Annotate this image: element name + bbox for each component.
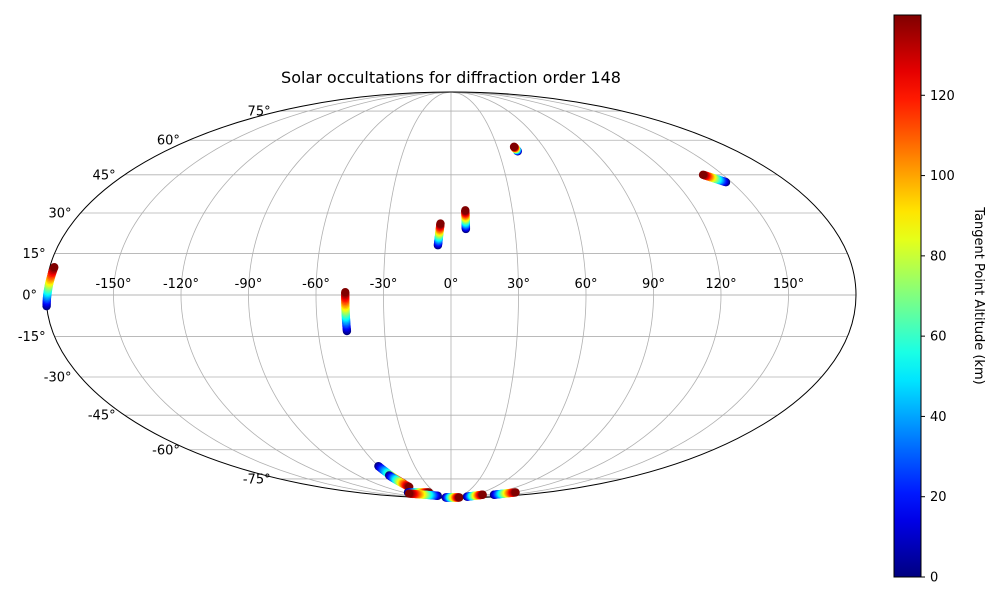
- colorbar-tick-label: 40: [930, 410, 947, 425]
- colorbar-tick-label: 80: [930, 249, 947, 264]
- longitude-tick-labels: -150° -120° -90° -60° -30° 0° 30° 60° 90° 120° 150…: [95, 277, 804, 292]
- occultation-points: [42, 142, 731, 502]
- occultation-point: [436, 219, 445, 228]
- longitude-tick-label: 120°: [705, 277, 736, 292]
- longitude-tick-label: 90°: [642, 277, 665, 292]
- colorbar-ticks: 0 20 40 60 80 100 120: [921, 89, 955, 586]
- longitude-tick-label: -60°: [302, 277, 330, 292]
- meridian-gridline: [383, 91, 452, 499]
- chart-title: Solar occultations for diffraction order…: [281, 68, 621, 87]
- latitude-tick-label: -75°: [243, 472, 271, 487]
- occultation-point: [698, 170, 708, 180]
- latitude-tick-label: -15°: [18, 330, 46, 345]
- latitude-tick-label: 60°: [157, 134, 180, 149]
- latitude-tick-label: -45°: [88, 409, 116, 424]
- meridian-gridline: [450, 91, 789, 499]
- meridian-gridline: [248, 91, 452, 499]
- longitude-tick-label: 60°: [574, 277, 597, 292]
- latitude-tick-label: 45°: [93, 168, 116, 183]
- colorbar-tick-label: 20: [930, 490, 947, 505]
- colorbar-tick-label: 60: [930, 330, 947, 345]
- occultation-point: [478, 490, 487, 499]
- occultation-point: [455, 493, 464, 502]
- latitude-tick-label: 30°: [48, 207, 71, 222]
- colorbar-tick-label: 0: [930, 571, 938, 586]
- meridian-gridline: [113, 91, 452, 499]
- occultation-point: [50, 263, 59, 272]
- colorbar-label: Tangent Point Altitude (km): [971, 206, 986, 384]
- colorbar: [893, 14, 922, 578]
- occultation-point: [511, 488, 520, 497]
- longitude-tick-label: -150°: [95, 277, 131, 292]
- latitude-tick-label: 75°: [248, 105, 271, 120]
- occultation-point: [404, 489, 414, 498]
- meridian-gridline: [450, 91, 519, 499]
- meridian-gridline: [450, 91, 722, 499]
- longitude-tick-label: -90°: [235, 277, 263, 292]
- latitude-tick-labels: -75° -60° -45° -30° -15° 0° 15° 30° 45° 60° 75°: [18, 105, 271, 488]
- longitude-tick-label: 150°: [773, 277, 804, 292]
- latitude-tick-label: 15°: [23, 247, 46, 262]
- longitude-tick-label: 0°: [444, 277, 459, 292]
- meridian-gridline: [180, 91, 452, 499]
- colorbar-tick-label: 120: [930, 89, 955, 104]
- latitude-tick-label: -60°: [152, 443, 180, 458]
- occultation-point: [341, 288, 350, 297]
- colorbar-tick-label: 100: [930, 169, 955, 184]
- occultation-point: [509, 142, 519, 151]
- latitude-tick-label: 0°: [22, 289, 37, 304]
- longitude-tick-label: 30°: [507, 277, 530, 292]
- latitude-tick-label: -30°: [44, 371, 72, 386]
- graticule: [46, 91, 856, 499]
- meridian-gridline: [315, 91, 452, 499]
- longitude-tick-label: -120°: [163, 277, 199, 292]
- meridian-gridline: [450, 91, 654, 499]
- meridian-gridline: [450, 91, 587, 499]
- longitude-tick-label: -30°: [370, 277, 398, 292]
- occultation-point: [461, 206, 470, 215]
